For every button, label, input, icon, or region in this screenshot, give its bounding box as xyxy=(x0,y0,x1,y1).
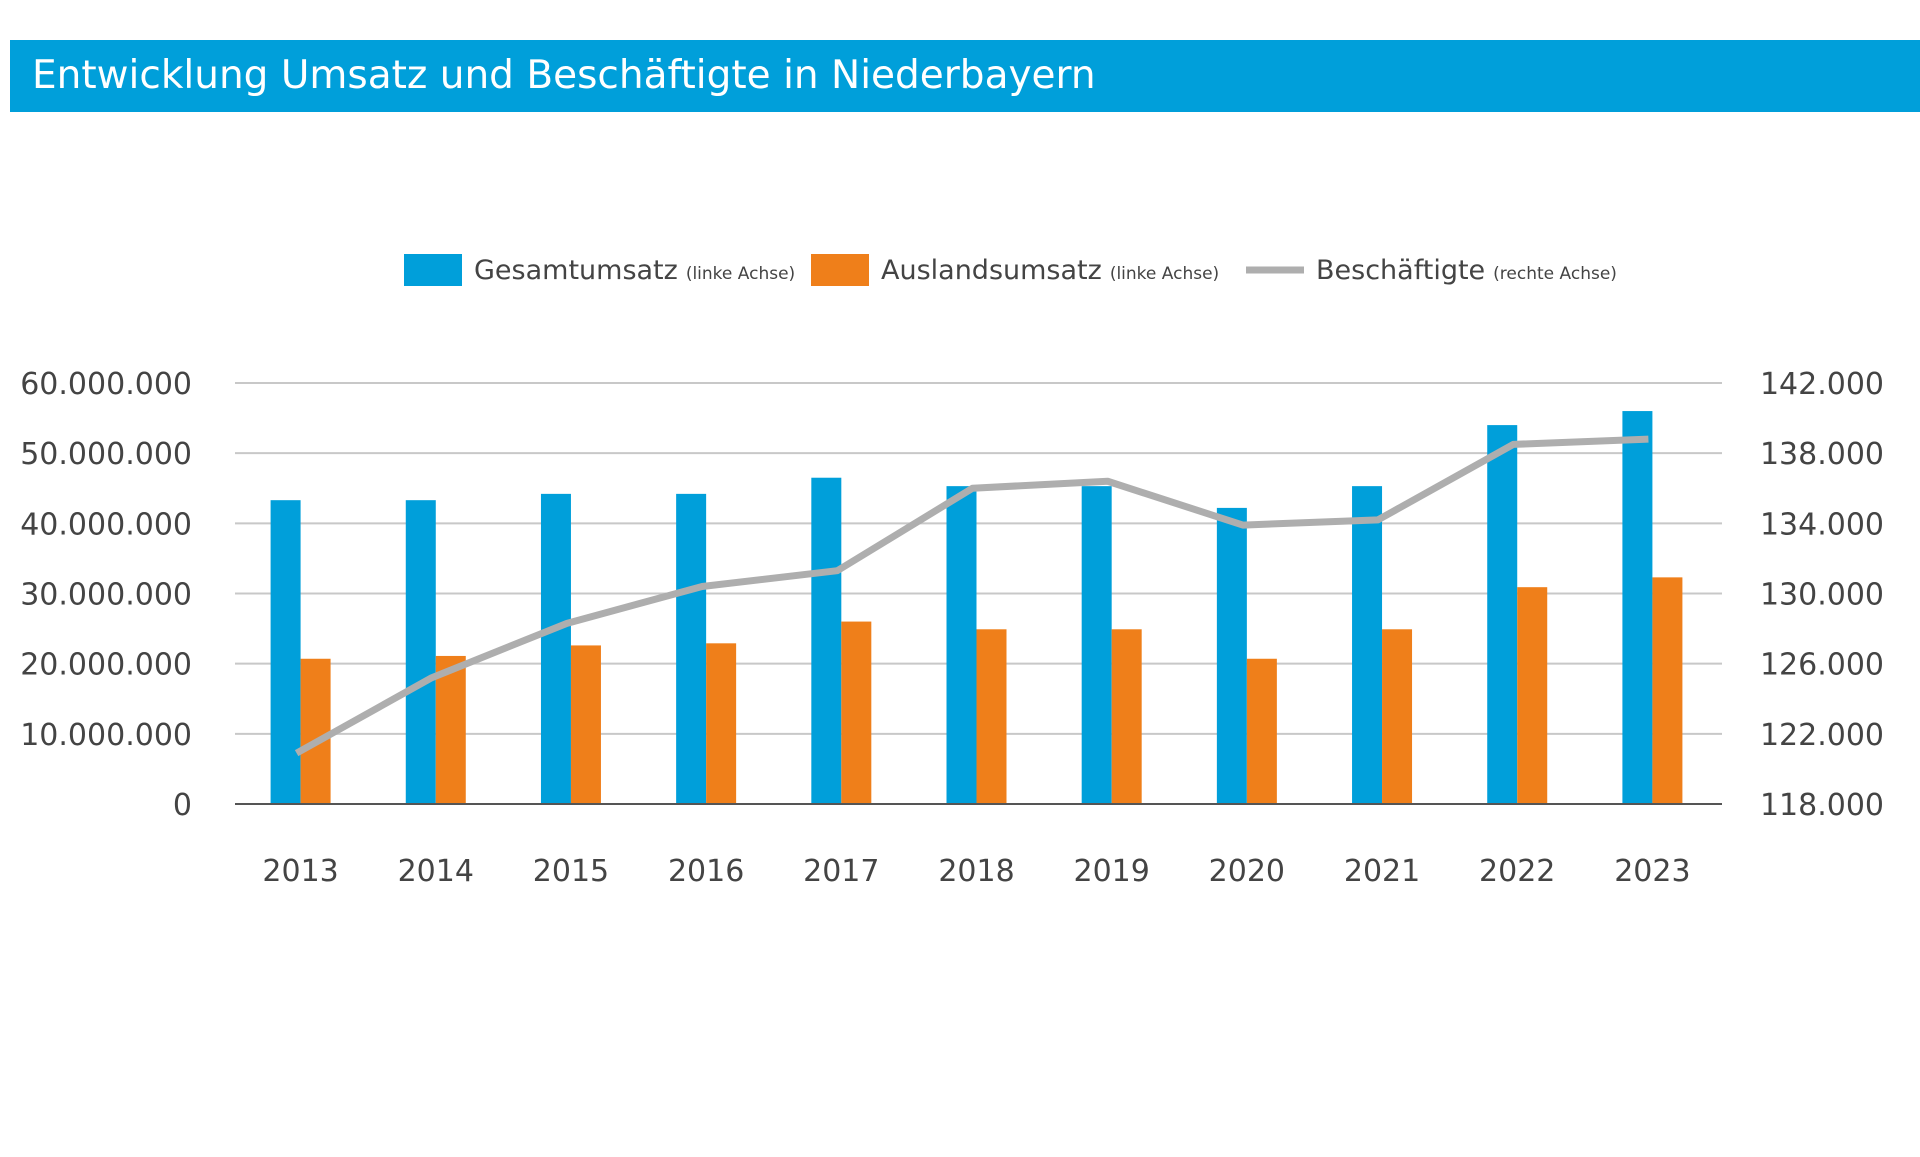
bar-gesamtumsatz-2013 xyxy=(270,500,301,804)
y-right-tick-label: 126.000 xyxy=(1760,648,1884,683)
bar-gesamtumsatz-2016 xyxy=(676,493,707,804)
bar-gesamtumsatz-2023 xyxy=(1622,411,1653,804)
y-right-tick-label: 130.000 xyxy=(1760,578,1884,613)
bar-auslandsumsatz-2019 xyxy=(1111,629,1142,804)
y-left-tick-label: 0 xyxy=(173,788,192,823)
x-tick-label: 2022 xyxy=(1479,854,1555,889)
legend-swatch-0 xyxy=(404,254,462,286)
legend-swatch-1 xyxy=(811,254,869,286)
bar-gesamtumsatz-2014 xyxy=(405,500,436,804)
bar-series xyxy=(270,411,1683,804)
chart-header: Entwicklung Umsatz und Beschäftigte in N… xyxy=(10,40,1920,112)
bar-auslandsumsatz-2015 xyxy=(570,645,601,804)
legend-label-1: Auslandsumsatz xyxy=(881,255,1102,286)
y-right-tick-label: 134.000 xyxy=(1760,507,1884,542)
bar-gesamtumsatz-2018 xyxy=(946,486,977,804)
y-right-tick-label: 142.000 xyxy=(1760,367,1884,402)
line-beschaeftigte xyxy=(294,435,1649,757)
y-left-tick-label: 30.000.000 xyxy=(20,578,192,613)
legend-label-2: Beschäftigte xyxy=(1316,255,1485,286)
bar-auslandsumsatz-2013 xyxy=(300,658,331,804)
y-right-tick-label: 138.000 xyxy=(1760,437,1884,472)
bar-auslandsumsatz-2022 xyxy=(1517,587,1548,804)
y-right-tick-label: 118.000 xyxy=(1760,788,1884,823)
x-tick-label: 2020 xyxy=(1209,854,1285,889)
bar-auslandsumsatz-2020 xyxy=(1246,658,1277,804)
x-tick-label: 2015 xyxy=(533,854,609,889)
x-tick-label: 2023 xyxy=(1614,854,1690,889)
bar-auslandsumsatz-2017 xyxy=(841,621,872,804)
legend-note-2: (rechte Achse) xyxy=(1493,264,1617,284)
bar-gesamtumsatz-2020 xyxy=(1216,507,1247,804)
y-left-tick-label: 50.000.000 xyxy=(20,437,192,472)
y-right-tick-label: 122.000 xyxy=(1760,718,1884,753)
x-tick-label: 2013 xyxy=(262,854,338,889)
axes: 0 10.000.000 20.000.000 30.000.000 40.000.00… xyxy=(20,367,1884,889)
bar-auslandsumsatz-2023 xyxy=(1652,577,1683,804)
bar-auslandsumsatz-2014 xyxy=(435,655,466,804)
bar-auslandsumsatz-2018 xyxy=(976,629,1007,804)
bar-gesamtumsatz-2017 xyxy=(811,477,842,804)
x-tick-label: 2019 xyxy=(1074,854,1150,889)
legend-note-0: (linke Achse) xyxy=(686,264,795,284)
x-tick-label: 2014 xyxy=(398,854,474,889)
bar-auslandsumsatz-2016 xyxy=(706,643,737,804)
y-left-tick-label: 60.000.000 xyxy=(20,367,192,402)
y-left-tick-label: 10.000.000 xyxy=(20,718,192,753)
legend: Gesamtumsatz (linke Achse) Auslandsumsatz (… xyxy=(404,254,1617,286)
bar-gesamtumsatz-2021 xyxy=(1352,486,1383,804)
y-left-tick-label: 40.000.000 xyxy=(20,507,192,542)
bar-gesamtumsatz-2022 xyxy=(1487,425,1518,804)
bar-gesamtumsatz-2015 xyxy=(540,493,571,804)
x-tick-label: 2017 xyxy=(803,854,879,889)
bar-gesamtumsatz-2019 xyxy=(1081,486,1112,804)
y-left-tick-label: 20.000.000 xyxy=(20,648,192,683)
bar-auslandsumsatz-2021 xyxy=(1382,629,1413,804)
x-tick-label: 2018 xyxy=(938,854,1014,889)
chart-title: Entwicklung Umsatz und Beschäftigte in N… xyxy=(32,53,1096,98)
x-tick-label: 2021 xyxy=(1344,854,1420,889)
legend-label-0: Gesamtumsatz xyxy=(474,255,678,286)
x-tick-label: 2016 xyxy=(668,854,744,889)
legend-note-1: (linke Achse) xyxy=(1110,264,1219,284)
line-series xyxy=(294,435,1649,757)
